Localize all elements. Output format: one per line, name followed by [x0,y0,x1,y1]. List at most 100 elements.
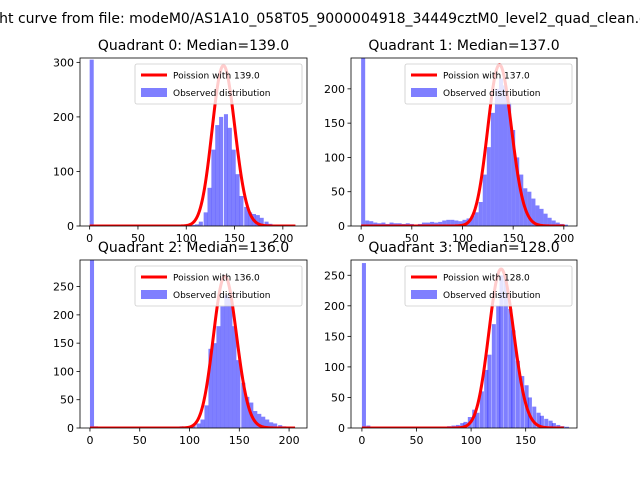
histogram-bar [224,295,229,428]
y-tick-label: 200 [324,300,345,313]
histogram-bar [89,59,94,226]
legend: Poission with 139.0 Observed distribution [134,63,303,105]
legend-box [134,63,303,105]
histogram-bar [89,260,95,428]
histogram-bar [484,369,489,428]
histogram-bar [220,306,225,428]
histogram-bar [236,360,241,428]
y-tick-label: 100 [53,365,74,378]
subplot-title: Quadrant 1: Median=137.0 [368,38,559,54]
legend: Poission with 137.0 Observed distribution [404,63,573,105]
histogram-bar [223,114,228,226]
histogram-bars [89,59,289,226]
subplot-quadrant-3: 0 50 100 150 0 50 100 150 200 250 Quadrant 3: Medi… [324,240,578,447]
histogram-bar [442,220,447,226]
y-tick-label: 150 [324,330,345,343]
histogram-bar [228,297,233,428]
histogram-bar [555,222,560,226]
x-tick-label: 50 [405,232,419,245]
histogram-bar [365,220,370,226]
poisson-fit-line [89,274,296,428]
histogram-bar [200,419,205,428]
y-tick-label: 200 [53,111,74,124]
legend-patch-swatch [411,88,437,97]
legend: Poission with 128.0 Observed distribution [404,265,573,307]
subplot-grid: 0 50 100 150 200 0 100 200 300 Quadrant 0: Median… [53,38,578,447]
histogram-bar [551,423,556,428]
figure-suptitle: Light curve from file: modeM0/AS1A10_058… [0,11,640,27]
y-tick-label: 100 [324,361,345,374]
histogram-bar [544,418,549,428]
histogram-bar [486,147,491,226]
legend-box [404,265,573,307]
histogram-bar [241,382,246,428]
histogram-bar [479,391,484,428]
histogram-bar [503,85,508,226]
histogram-bar [381,222,386,226]
histogram-bar [531,198,536,226]
histogram-bar [460,423,465,428]
legend: Poission with 136.0 Observed distribution [134,265,303,307]
poisson-fit-line [361,267,564,428]
histogram-bar [265,419,270,428]
histogram-bar [519,174,524,226]
y-tick-label: 200 [53,309,74,322]
histogram-bar [563,224,568,226]
y-tick-label: 0 [338,220,345,233]
subplot-quadrant-0: 0 50 100 150 200 0 100 200 300 Quadrant 0: Median… [53,38,308,245]
histogram-bar [261,416,266,428]
histogram-bar [551,220,556,226]
histogram-bar [198,221,203,226]
legend-patch-swatch [141,290,167,299]
histogram-bar [458,221,463,226]
histogram-bar [235,174,240,226]
histogram-bar [496,305,501,428]
legend-label-observed: Observed distribution [443,89,540,99]
histogram-bar [373,222,378,226]
y-tick-label: 150 [324,117,345,130]
histogram-bar [204,405,209,428]
poisson-fit-line [89,63,296,226]
x-tick-label: 50 [131,232,145,245]
histogram-bar [539,415,544,428]
histogram-bars [361,58,568,226]
legend-label-observed: Observed distribution [443,291,540,301]
histogram-bar [203,212,208,226]
legend-label-observed: Observed distribution [173,291,270,301]
histogram-bar [438,221,443,226]
y-tick-label: 50 [331,186,345,199]
histogram-bar [273,423,278,428]
histogram-bar [535,205,540,226]
x-tick-label: 0 [358,434,365,447]
histogram-bar [478,202,483,226]
histogram-bar [487,354,492,428]
histogram-bar [255,215,260,226]
histogram-bar [248,212,253,226]
subplot-title: Quadrant 2: Median=136.0 [98,240,289,256]
histogram-bar [515,157,520,226]
histogram-bar [536,412,541,428]
histogram-bar [548,420,553,428]
x-tick-label: 200 [279,434,300,447]
legend-label-observed: Observed distribution [173,89,270,99]
histogram-bar [361,58,366,226]
histogram-bar [264,221,269,226]
histogram-bar [532,406,537,428]
axes-frame [79,57,308,227]
histogram-bar [212,343,217,428]
histogram-bar [244,206,249,226]
histogram-bar [543,213,548,226]
x-tick-label: 100 [461,434,482,447]
x-tick-label: 100 [452,232,473,245]
x-tick-label: 200 [272,232,293,245]
histogram-bar [421,222,426,226]
y-tick-label: 0 [67,422,74,435]
histogram-bar [239,196,244,226]
histogram-bar [232,326,237,428]
histogram-bar [207,187,212,226]
legend-patch-swatch [141,88,167,97]
x-tick-label: 150 [224,232,245,245]
histogram-bar [446,219,451,226]
histogram-bar [482,174,487,226]
